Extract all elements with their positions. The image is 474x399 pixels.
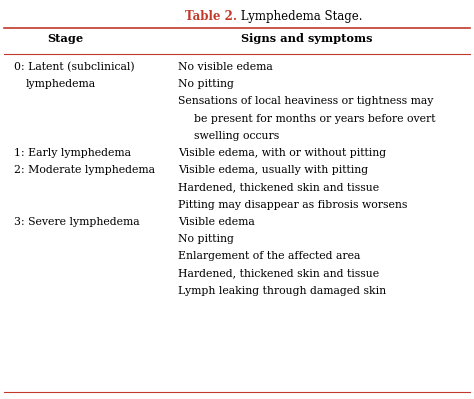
Text: No pitting: No pitting — [178, 234, 234, 244]
Text: 0: Latent (subclinical): 0: Latent (subclinical) — [14, 62, 135, 72]
Text: Lymph leaking through damaged skin: Lymph leaking through damaged skin — [178, 286, 386, 296]
Text: Lymphedema Stage.: Lymphedema Stage. — [237, 10, 363, 23]
Text: No visible edema: No visible edema — [178, 62, 273, 72]
Text: Visible edema, usually with pitting: Visible edema, usually with pitting — [178, 165, 368, 175]
Text: Enlargement of the affected area: Enlargement of the affected area — [178, 251, 360, 261]
Text: swelling occurs: swelling occurs — [194, 131, 279, 141]
Text: Hardened, thickened skin and tissue: Hardened, thickened skin and tissue — [178, 269, 379, 279]
Text: Sensations of local heaviness or tightness may: Sensations of local heaviness or tightne… — [178, 97, 433, 107]
Text: Visible edema: Visible edema — [178, 217, 255, 227]
Text: 1: Early lymphedema: 1: Early lymphedema — [14, 148, 131, 158]
Text: Signs and symptoms: Signs and symptoms — [241, 33, 373, 44]
Text: Visible edema, with or without pitting: Visible edema, with or without pitting — [178, 148, 386, 158]
Text: 3: Severe lymphedema: 3: Severe lymphedema — [14, 217, 140, 227]
Text: Stage: Stage — [47, 33, 83, 44]
Text: be present for months or years before overt: be present for months or years before ov… — [194, 114, 436, 124]
Text: Hardened, thickened skin and tissue: Hardened, thickened skin and tissue — [178, 182, 379, 192]
Text: Table 2.: Table 2. — [185, 10, 237, 23]
Text: Pitting may disappear as fibrosis worsens: Pitting may disappear as fibrosis worsen… — [178, 200, 407, 209]
Text: 2: Moderate lymphedema: 2: Moderate lymphedema — [14, 165, 155, 175]
Text: No pitting: No pitting — [178, 79, 234, 89]
Text: lymphedema: lymphedema — [26, 79, 96, 89]
